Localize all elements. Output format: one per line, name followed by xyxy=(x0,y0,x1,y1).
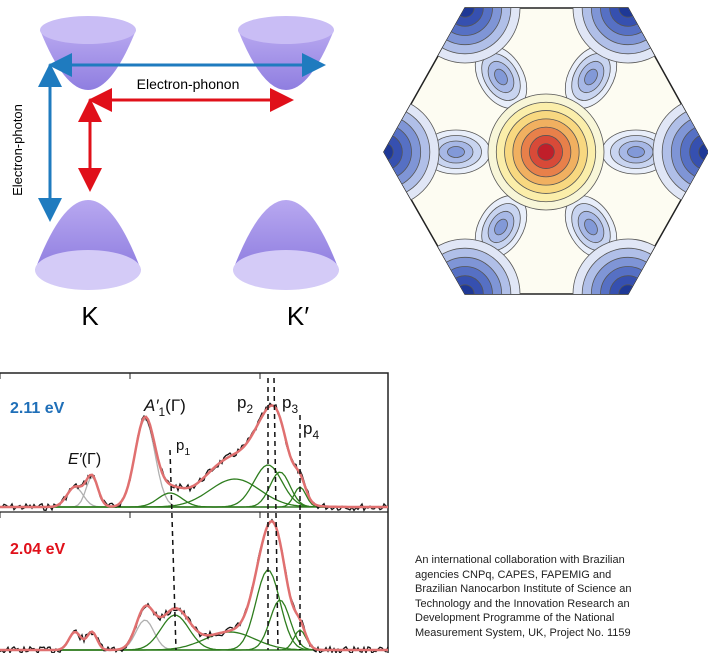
contour xyxy=(456,0,474,17)
peak-label: p4 xyxy=(303,419,319,442)
peak-label: A′1(Γ) xyxy=(143,396,186,419)
fit-component xyxy=(0,615,387,650)
panel-label: 2.11 eV xyxy=(10,400,65,417)
spectrum xyxy=(0,520,388,653)
photon-label: Electron-photon xyxy=(10,104,25,196)
contour xyxy=(375,143,393,161)
fit-component xyxy=(0,570,387,650)
contour-map xyxy=(329,0,708,349)
peak-label: p3 xyxy=(282,393,298,416)
panel-label: 2.04 eV xyxy=(10,541,65,558)
fit-component xyxy=(0,630,387,650)
peak-label: p2 xyxy=(237,393,253,416)
fit-component xyxy=(0,477,387,507)
contour xyxy=(619,285,637,303)
valley-label: K′ xyxy=(287,301,309,331)
peak-suffix: (Γ) xyxy=(82,451,101,468)
peak-sub: 1 xyxy=(184,446,190,458)
phonon-label: Electron-phonon xyxy=(137,76,240,92)
peak-base: p xyxy=(176,437,184,454)
fit-curve xyxy=(0,405,388,507)
peak-base: p xyxy=(237,393,246,412)
valley-label: K xyxy=(81,301,99,331)
peak-base: E′ xyxy=(68,451,83,468)
fit-component xyxy=(0,419,387,507)
caption-line: Measurement System, UK, Project No. 1159 xyxy=(415,626,708,641)
contour xyxy=(456,285,474,303)
spectrum xyxy=(0,403,388,510)
peak-base: A′ xyxy=(143,396,159,415)
cones xyxy=(35,16,339,290)
caption-line: agencies CNPq, CAPES, FAPEMIG and xyxy=(415,568,708,583)
fit-component xyxy=(0,472,387,507)
caption-line: An international collaboration with Braz… xyxy=(415,553,708,568)
caption-line: Brazilian Nanocarbon Institute of Scienc… xyxy=(415,582,708,597)
peak-sub: 3 xyxy=(291,402,298,416)
peak-suffix: (Γ) xyxy=(165,396,186,415)
figure: Electron-phonon Electron-photon K K′ 2.1… xyxy=(0,0,708,653)
contour xyxy=(628,147,645,158)
peak-sub: 2 xyxy=(246,402,253,416)
contour xyxy=(538,144,555,161)
caption-line: Development Programme of the National xyxy=(415,611,708,626)
fit-component xyxy=(0,479,387,507)
peak-label: E′(Γ) xyxy=(68,451,101,468)
peak-sub: 4 xyxy=(312,428,319,442)
peak-label: p1 xyxy=(176,437,190,458)
contour xyxy=(448,147,465,158)
caption: An international collaboration with Braz… xyxy=(415,553,708,640)
peak-base: p xyxy=(282,393,291,412)
contour xyxy=(619,0,637,17)
peak-base: p xyxy=(303,419,312,438)
caption-line: Technology and the Innovation Research a… xyxy=(415,597,708,612)
